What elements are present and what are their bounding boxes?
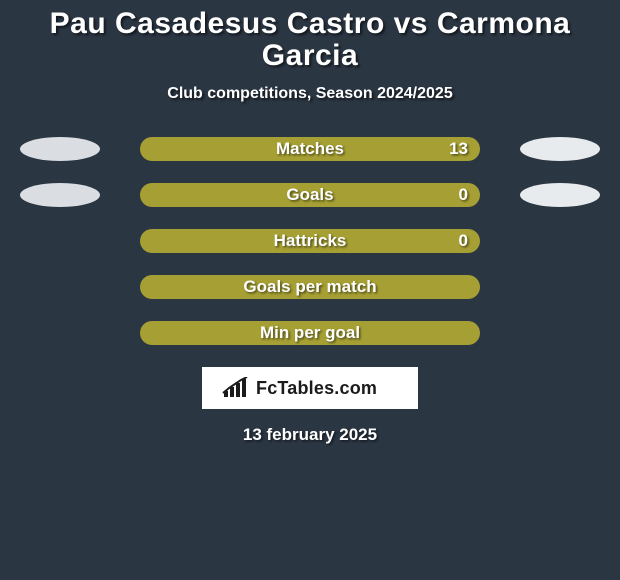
comparison-card: Pau Casadesus Castro vs Carmona Garcia C… [0, 0, 620, 580]
player-photo-left [20, 183, 100, 207]
page-title: Pau Casadesus Castro vs Carmona Garcia [0, 8, 620, 71]
stat-row: Matches 13 [0, 137, 620, 161]
stat-bar: Matches 13 [140, 137, 480, 161]
stat-label: Hattricks [274, 231, 347, 251]
stat-bar: Min per goal [140, 321, 480, 345]
stat-bar: Hattricks 0 [140, 229, 480, 253]
bar-chart-icon [222, 377, 248, 399]
stat-bar: Goals 0 [140, 183, 480, 207]
stat-label: Matches [276, 139, 344, 159]
snapshot-date: 13 february 2025 [243, 425, 377, 445]
subtitle: Club competitions, Season 2024/2025 [167, 85, 452, 103]
stat-label: Goals [286, 185, 333, 205]
stat-value: 0 [459, 185, 468, 205]
stat-row: Goals 0 [0, 183, 620, 207]
stat-value: 13 [449, 139, 468, 159]
stat-label: Min per goal [260, 323, 360, 343]
stat-bar: Goals per match [140, 275, 480, 299]
stat-label: Goals per match [243, 277, 376, 297]
stat-value: 0 [459, 231, 468, 251]
stat-rows: Matches 13 Goals 0 Hattricks 0 Goals per match… [0, 137, 620, 345]
player-photo-left [20, 137, 100, 161]
stat-row: Hattricks 0 [0, 229, 620, 253]
player-photo-right [520, 183, 600, 207]
brand-text: FcTables.com [256, 378, 377, 399]
stat-row: Min per goal [0, 321, 620, 345]
brand-badge: FcTables.com [202, 367, 418, 409]
player-photo-right [520, 137, 600, 161]
stat-row: Goals per match [0, 275, 620, 299]
